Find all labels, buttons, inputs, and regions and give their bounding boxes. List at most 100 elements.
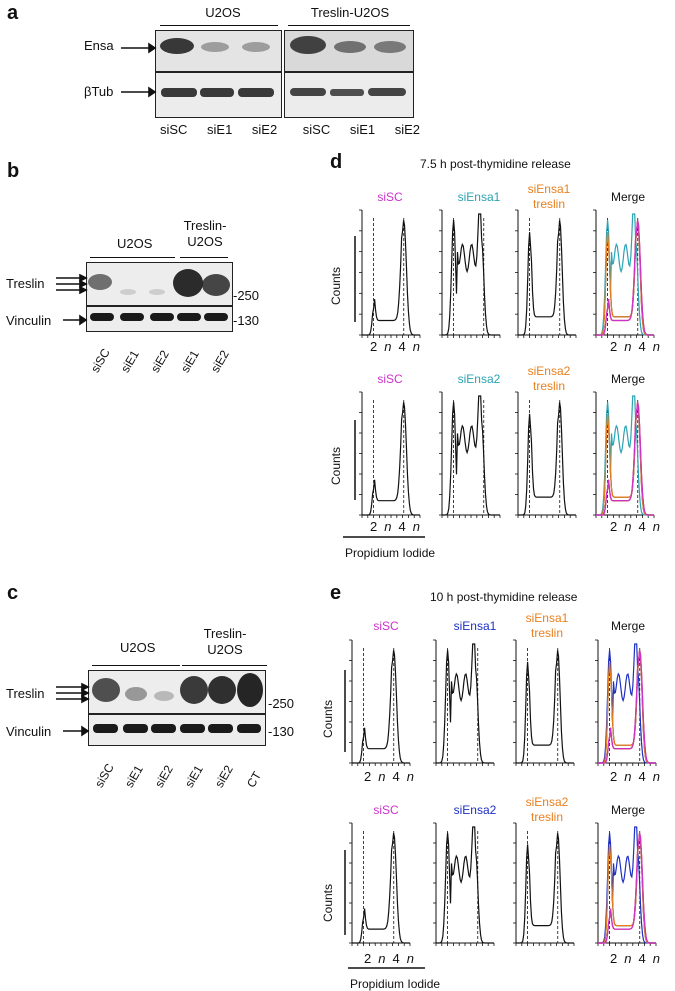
histogram-line bbox=[362, 402, 420, 516]
group-label-treslin-u2os: Treslin- U2OS bbox=[175, 218, 235, 250]
group-label-line1: Treslin- bbox=[183, 218, 227, 233]
row-label-treslin: Treslin bbox=[6, 276, 45, 291]
group-line bbox=[182, 665, 267, 666]
histogram-line bbox=[436, 643, 494, 764]
xtick: n bbox=[406, 769, 414, 784]
xtick: 2 bbox=[370, 519, 378, 534]
col-label-siensa2: siEnsa2 bbox=[457, 372, 501, 386]
band bbox=[149, 289, 165, 295]
plot-axes bbox=[351, 640, 410, 764]
arrow-head bbox=[81, 694, 90, 704]
group-label-line1: Treslin- bbox=[203, 626, 247, 641]
band bbox=[92, 678, 120, 702]
band bbox=[120, 313, 144, 321]
col-label-sisc: siSC bbox=[377, 372, 403, 386]
lane-label: siE2 bbox=[394, 122, 420, 137]
col-label-siensa1: siEnsa1 bbox=[457, 190, 501, 204]
xtick: 2 bbox=[610, 951, 618, 966]
histogram-line bbox=[516, 833, 574, 944]
group-label-u2os: U2OS bbox=[117, 236, 153, 251]
lane-label: siSC bbox=[302, 122, 331, 137]
lane-label: siE1 bbox=[349, 122, 376, 137]
marker-130: -130 bbox=[233, 313, 260, 328]
band bbox=[334, 41, 366, 53]
histogram-line bbox=[596, 220, 654, 336]
col-label-siensa1-treslin: siEnsa1 treslin bbox=[514, 182, 584, 212]
panel-e-label: e bbox=[330, 582, 342, 604]
row-label-treslin: Treslin bbox=[6, 686, 45, 701]
band bbox=[150, 313, 174, 321]
group-label-line2: U2OS bbox=[187, 234, 223, 249]
plot-axes bbox=[361, 392, 420, 516]
plot-axes bbox=[361, 210, 420, 336]
histogram-line bbox=[598, 832, 656, 944]
xtick: n bbox=[652, 519, 660, 534]
panel-a-label: a bbox=[7, 2, 19, 24]
panel-e-title: 10 h post-thymidine release bbox=[430, 590, 578, 604]
band bbox=[202, 274, 230, 296]
histograms bbox=[343, 209, 657, 969]
band bbox=[120, 289, 136, 295]
xtick: 4 bbox=[638, 951, 646, 966]
band bbox=[290, 36, 326, 54]
arrow-head bbox=[79, 279, 88, 289]
histogram-line bbox=[442, 213, 500, 336]
band bbox=[161, 88, 197, 97]
arrow-head bbox=[148, 86, 157, 98]
col-label-merge: Merge bbox=[610, 190, 645, 204]
col-label-merge: Merge bbox=[610, 372, 645, 386]
xtick: 4 bbox=[398, 519, 406, 534]
xtick: n bbox=[412, 519, 420, 534]
band bbox=[93, 724, 118, 733]
histogram-line bbox=[598, 650, 656, 764]
band bbox=[208, 676, 236, 704]
col-label-line1: siEnsa1 bbox=[527, 182, 571, 196]
histogram-line bbox=[352, 650, 410, 764]
col-label-merge: Merge bbox=[610, 803, 645, 817]
band bbox=[90, 313, 114, 321]
xlabel-pi: Propidium Iodide bbox=[350, 977, 441, 991]
group-line bbox=[288, 25, 410, 26]
col-label-sisc: siSC bbox=[373, 803, 399, 817]
xtick: 2 bbox=[370, 339, 378, 354]
band bbox=[237, 673, 263, 707]
xtick: 4 bbox=[638, 339, 646, 354]
row-label-vinculin: Vinculin bbox=[6, 724, 52, 739]
xtick: 2 bbox=[610, 339, 618, 354]
band bbox=[123, 724, 148, 733]
band bbox=[125, 687, 147, 701]
arrow-head bbox=[148, 42, 157, 54]
xtick: n bbox=[378, 951, 386, 966]
panel-b-label: b bbox=[7, 160, 20, 182]
lane-label: siE1 bbox=[207, 122, 233, 137]
histogram-line bbox=[516, 650, 574, 764]
xtick: 2 bbox=[364, 769, 372, 784]
band bbox=[238, 88, 274, 97]
blot-ensa-u2os bbox=[155, 30, 282, 72]
plot-axes bbox=[435, 823, 494, 944]
col-label-sisc: siSC bbox=[377, 190, 403, 204]
histogram-line bbox=[518, 402, 576, 516]
xtick: 4 bbox=[638, 519, 646, 534]
marker-130: -130 bbox=[268, 724, 295, 739]
marker-250: -250 bbox=[268, 696, 295, 711]
xtick: 2 bbox=[364, 951, 372, 966]
lane-label: siSC bbox=[160, 122, 188, 137]
band bbox=[204, 313, 228, 321]
xtick: n bbox=[406, 951, 414, 966]
marker-250: -250 bbox=[233, 288, 260, 303]
xtick: n bbox=[652, 769, 660, 784]
band bbox=[201, 42, 229, 52]
xtick: n bbox=[652, 339, 660, 354]
plot-axes bbox=[441, 210, 500, 336]
row-label-vinculin: Vinculin bbox=[6, 313, 52, 328]
group-line bbox=[92, 665, 180, 666]
col-label-line1: siEnsa1 bbox=[525, 611, 569, 625]
group-label-u2os: U2OS bbox=[205, 5, 241, 20]
xlabel-pi: Propidium Iodide bbox=[345, 546, 436, 560]
col-label-siensa1-treslin: siEnsa1 treslin bbox=[512, 611, 582, 641]
histogram-line bbox=[436, 826, 494, 944]
